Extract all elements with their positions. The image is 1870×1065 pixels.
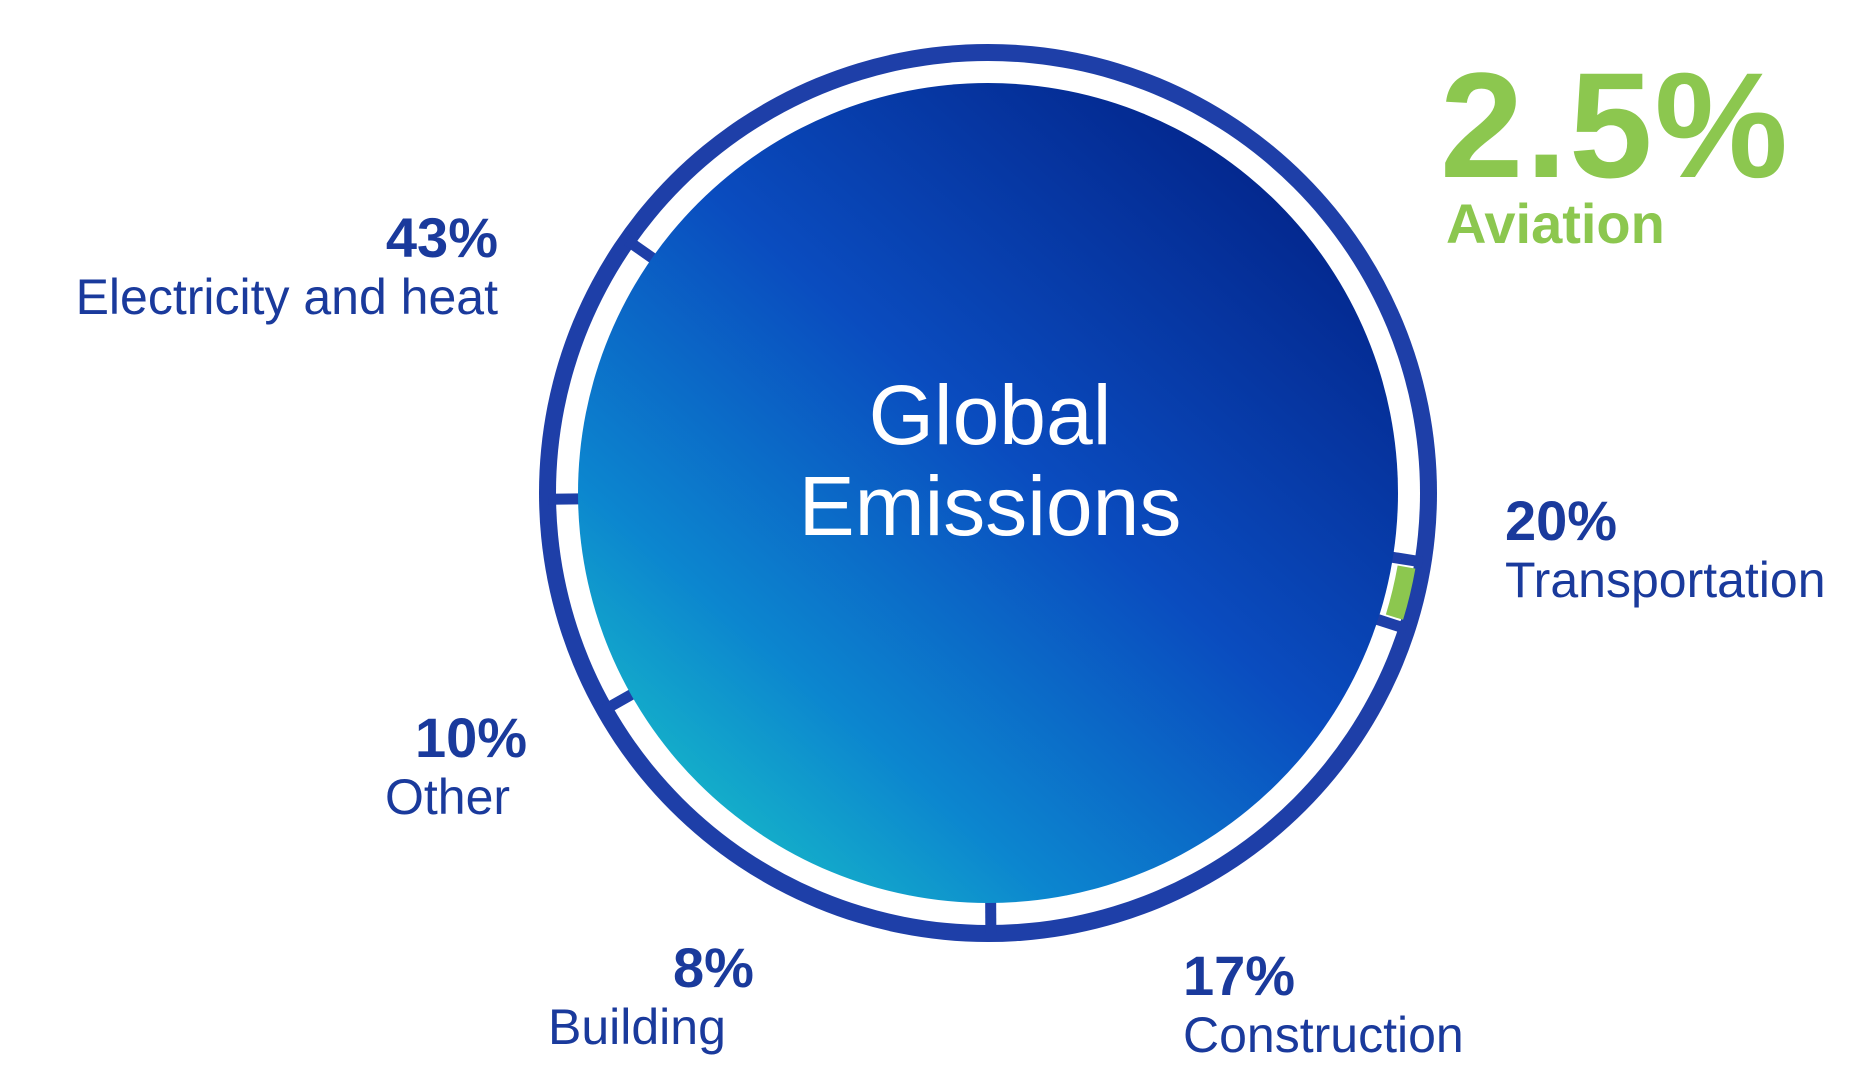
slice-divider-transportation bbox=[1374, 613, 1409, 635]
center-title-line1: Global bbox=[868, 368, 1112, 462]
slice-divider-aviation bbox=[1390, 551, 1424, 568]
slice-name-building: Building bbox=[548, 999, 726, 1055]
slice-label-building: 8% Building bbox=[548, 936, 754, 1055]
chart-center-title: Global Emissions bbox=[740, 370, 1240, 551]
slice-name-construction: Construction bbox=[1183, 1007, 1464, 1063]
slice-value-transportation: 20% bbox=[1505, 489, 1618, 552]
slice-label-other: 10% Other bbox=[385, 706, 528, 825]
slice-divider-electricity-and-heat bbox=[624, 236, 657, 264]
slice-value-building: 8% bbox=[673, 936, 754, 999]
slice-value-other: 10% bbox=[415, 706, 528, 769]
slice-divider-building bbox=[602, 688, 636, 715]
slice-label-transportation: 20% Transportation bbox=[1505, 489, 1826, 608]
slice-name-transportation: Transportation bbox=[1505, 552, 1826, 608]
slice-name-aviation: Aviation bbox=[1446, 192, 1665, 255]
slice-label-construction: 17% Construction bbox=[1183, 944, 1464, 1063]
slice-value-aviation: 2.5% bbox=[1440, 41, 1790, 209]
slice-name-other: Other bbox=[385, 769, 511, 825]
slice-label-electricity: 43% Electricity and heat bbox=[75, 206, 498, 325]
slice-arc-aviation bbox=[1385, 565, 1416, 620]
slice-value-construction: 17% bbox=[1183, 944, 1296, 1007]
slice-value-electricity: 43% bbox=[385, 206, 498, 269]
center-disc bbox=[578, 83, 1398, 903]
slice-label-aviation: 2.5% Aviation bbox=[1440, 50, 1790, 252]
center-title-line2: Emissions bbox=[798, 458, 1182, 553]
slice-name-electricity: Electricity and heat bbox=[75, 269, 498, 325]
